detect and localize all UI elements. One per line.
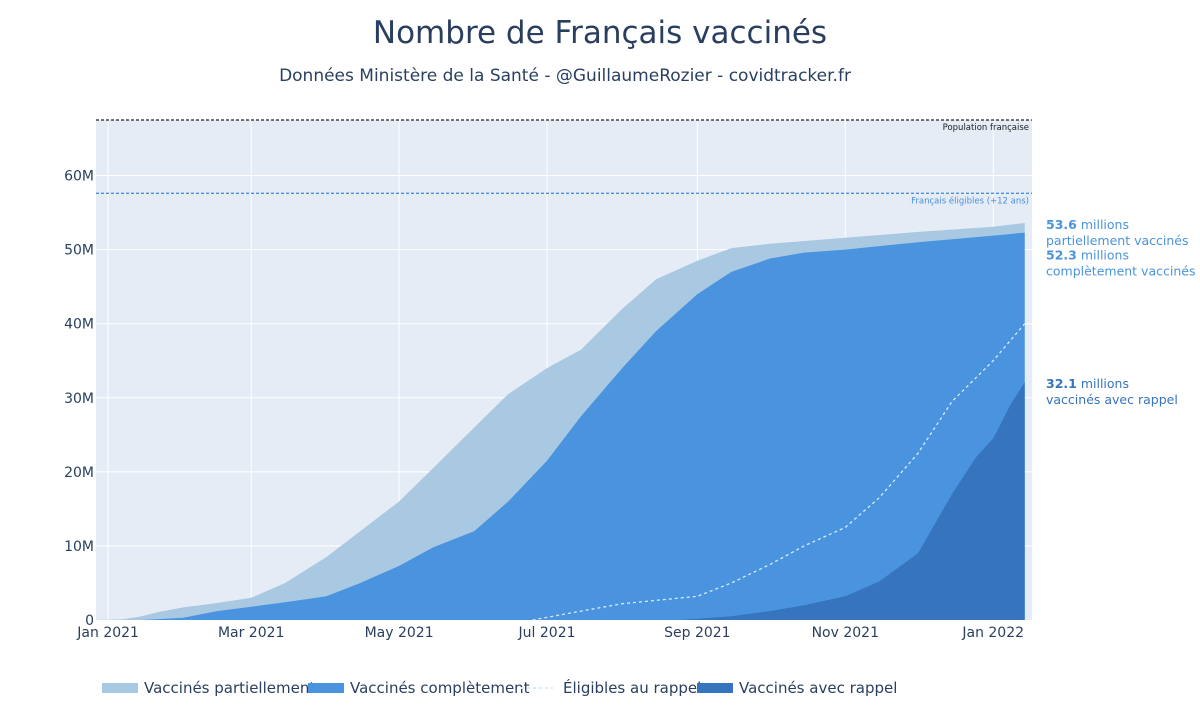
- y-tick-label: 20M: [64, 465, 94, 481]
- line-eligibles-au-rappel: [532, 323, 1026, 621]
- reference-lines: Population française Français éligibles (…: [96, 119, 1032, 206]
- x-tick-label: Jul 2021: [518, 625, 576, 641]
- legend-label: Vaccinés partiellement: [144, 679, 315, 697]
- series-areas: [96, 223, 1025, 620]
- annotation-text: partiellement vaccinés: [1046, 233, 1189, 248]
- x-tick-label: Jan 2022: [961, 625, 1024, 641]
- series-lines: [532, 323, 1026, 621]
- annotation-text: complètement vaccinés: [1046, 264, 1195, 279]
- chart-title: Nombre de Français vaccinés: [373, 15, 827, 51]
- legend-swatch: [308, 683, 344, 693]
- legend-swatch: [697, 683, 733, 693]
- y-tick-label: 30M: [64, 391, 94, 407]
- annotation-value: 52.3 millions: [1046, 248, 1129, 263]
- x-tick-label: Nov 2021: [812, 625, 879, 641]
- annotation-value: 32.1 millions: [1046, 376, 1129, 391]
- x-tick-label: Mar 2021: [218, 625, 285, 641]
- x-tick-label: Sep 2021: [664, 625, 730, 641]
- annotation-text: vaccinés avec rappel: [1046, 392, 1178, 407]
- ref-label-population-francaise: Population française: [943, 123, 1029, 133]
- y-tick-label: 40M: [64, 317, 94, 333]
- ref-label-francais-eligibles-12-ans: Français éligibles (+12 ans): [911, 195, 1029, 206]
- x-axis-ticks: Jan 2021 Mar 2021 May 2021 Jul 2021 Sep 2021…: [76, 625, 1024, 641]
- y-tick-label: 50M: [64, 243, 94, 259]
- y-tick-label: 10M: [64, 539, 94, 555]
- area-vaccines-completement: [96, 232, 1025, 620]
- legend: Vaccinés partiellement Vaccinés complètem…: [102, 678, 897, 697]
- legend-label: Vaccinés avec rappel: [739, 679, 897, 697]
- y-axis-ticks: 0 10M 20M 30M 40M 50M 60M: [64, 169, 94, 629]
- annotation-value: 53.6 millions: [1046, 217, 1129, 232]
- area-vaccines-avec-rappel: [680, 382, 1025, 620]
- x-tick-label: Jan 2021: [76, 625, 139, 641]
- y-tick-label: 60M: [64, 169, 94, 185]
- x-tick-label: May 2021: [365, 625, 434, 641]
- y-tick-label: 0: [85, 613, 94, 629]
- legend-label: Éligibles au rappel: [563, 678, 701, 697]
- chart-subtitle: Données Ministère de la Santé - @Guillau…: [279, 66, 851, 86]
- legend-label: Vaccinés complètement: [350, 679, 530, 697]
- legend-swatch: [102, 683, 138, 693]
